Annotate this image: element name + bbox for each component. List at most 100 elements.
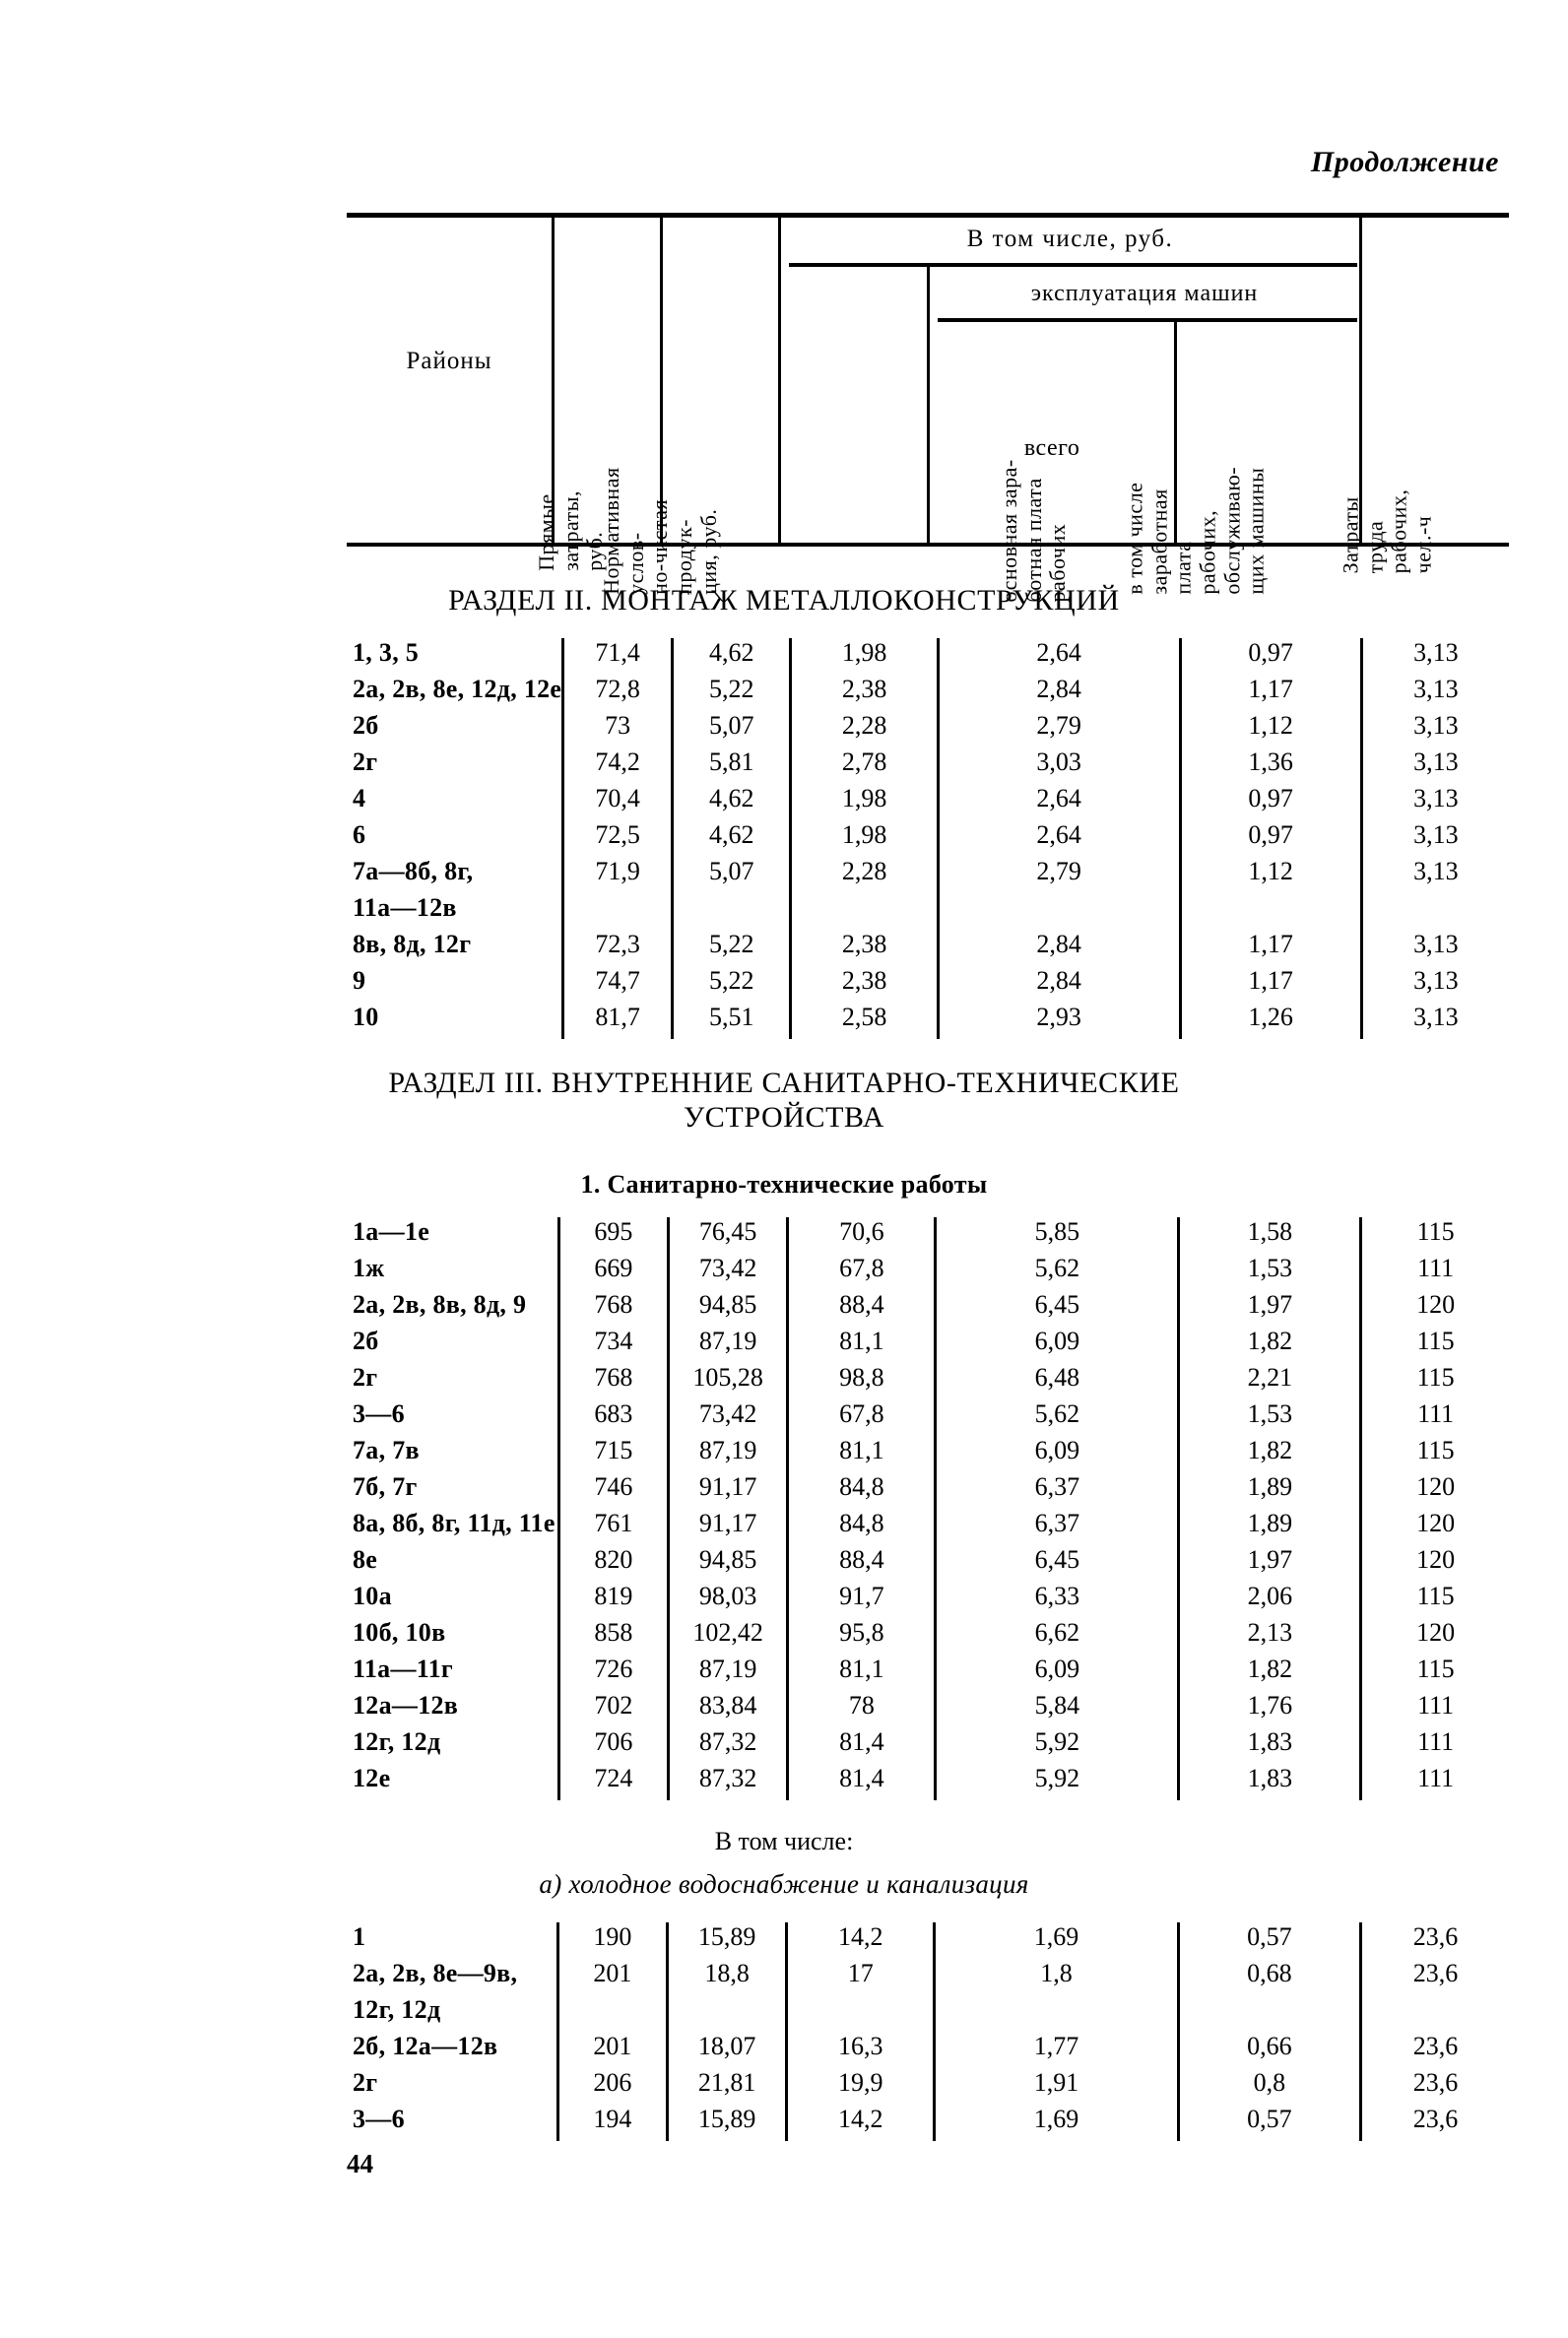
cell-direct-costs: 71,4	[561, 638, 673, 675]
cell-machine-total: 6,37	[934, 1509, 1179, 1545]
cell-basic-wages: 1,98	[789, 820, 939, 857]
header-label-machine-operation: эксплуатация машин	[1030, 281, 1259, 306]
subsection-heading-cold-water: а) холодное водоснабжение и канализация	[539, 1869, 1029, 1899]
row-label: 12г, 12д	[353, 1995, 441, 2024]
cell-machine-total	[936, 893, 1181, 930]
cell-basic-wages: 14,2	[785, 2105, 935, 2141]
cell-basic-wages: 88,4	[786, 1545, 936, 1582]
cell-normative: 18,07	[665, 2032, 787, 2068]
table-row: 10а 819 98,03 91,7 6,33 2,06 115	[347, 1582, 1509, 1618]
header-label-rayony: Районы	[406, 348, 492, 374]
row-label: 7а, 7в	[353, 1436, 420, 1464]
table-row: 12г, 12д 706 87,32 81,4 5,92 1,83 111	[347, 1727, 1509, 1764]
cell-labor-costs: 111	[1359, 1727, 1509, 1764]
cell-machine-wages: 1,89	[1177, 1472, 1361, 1509]
cell-direct-costs: 72,5	[561, 820, 673, 857]
table-row: 7а—8б, 8г, 71,9 5,07 2,28 2,79 1,12 3,13	[347, 857, 1509, 893]
cell-machine-wages: 0,68	[1176, 1959, 1361, 1995]
cell-machine-wages: 1,97	[1177, 1290, 1361, 1327]
cell-direct-costs: 201	[555, 2032, 668, 2068]
cell-machine-total: 6,09	[934, 1655, 1179, 1691]
cell-labor-costs: 23,6	[1358, 1959, 1509, 1995]
table-row: 4 70,4 4,62 1,98 2,64 0,97 3,13	[347, 784, 1509, 820]
table-row: 10б, 10в 858 102,42 95,8 6,62 2,13 120	[347, 1618, 1509, 1655]
table-row: 8в, 8д, 12г 72,3 5,22 2,38 2,84 1,17 3,13	[347, 930, 1509, 966]
cell-normative: 21,81	[665, 2068, 787, 2105]
table-header-block: Районы Прямые затраты, руб. Нормативная …	[347, 213, 1509, 603]
row-label: 2г	[353, 1363, 378, 1392]
cell-machine-wages: 1,17	[1178, 675, 1362, 711]
cell-machine-wages	[1176, 1995, 1361, 2032]
cell-direct-costs: 74,7	[561, 966, 673, 1003]
cell-normative: 5,22	[671, 930, 791, 966]
cell-machine-wages: 0,97	[1178, 638, 1362, 675]
row-label: 6	[353, 820, 366, 849]
cell-labor-costs: 23,6	[1358, 1922, 1509, 1959]
header-cell-direct-costs: Прямые затраты, руб.	[534, 218, 660, 571]
cell-basic-wages: 2,28	[789, 857, 939, 893]
cell-labor-costs: 23,6	[1358, 2032, 1509, 2068]
row-label: 10	[353, 1003, 379, 1031]
row-label: 8а, 8б, 8г, 11д, 11е	[353, 1509, 555, 1537]
cell-basic-wages: 2,28	[789, 711, 939, 747]
row-label: 2г	[353, 747, 378, 776]
cell-normative: 83,84	[666, 1691, 788, 1727]
cell-machine-wages: 1,83	[1177, 1727, 1361, 1764]
cell-machine-wages: 0,97	[1178, 820, 1362, 857]
row-label: 12а—12в	[353, 1691, 459, 1720]
cell-machine-wages: 2,21	[1177, 1363, 1361, 1399]
row-label: 1ж	[353, 1254, 385, 1282]
cell-labor-costs: 120	[1359, 1290, 1509, 1327]
row-label: 2б	[353, 1327, 379, 1355]
cell-labor-costs: 115	[1359, 1327, 1509, 1363]
cell-direct-costs: 768	[556, 1290, 669, 1327]
cell-basic-wages: 81,4	[786, 1727, 936, 1764]
table-row: 10 81,7 5,51 2,58 2,93 1,26 3,13	[347, 1003, 1509, 1039]
cell-normative: 87,19	[666, 1327, 788, 1363]
cell-labor-costs: 115	[1359, 1582, 1509, 1618]
cell-machine-total: 6,48	[934, 1363, 1179, 1399]
cell-labor-costs: 111	[1359, 1254, 1509, 1290]
cell-machine-wages: 0,97	[1178, 784, 1362, 820]
cell-labor-costs	[1359, 893, 1509, 930]
cell-labor-costs: 3,13	[1359, 747, 1509, 784]
row-label: 2а, 2в, 8е, 12д, 12е	[353, 675, 562, 703]
table-row: 3—6 683 73,42 67,8 5,62 1,53 111	[347, 1399, 1509, 1436]
cell-direct-costs: 73	[561, 711, 673, 747]
cell-normative: 4,62	[671, 820, 791, 857]
cell-labor-costs: 115	[1359, 1436, 1509, 1472]
cell-normative: 5,81	[671, 747, 791, 784]
cell-normative: 94,85	[666, 1545, 788, 1582]
cell-basic-wages: 1,98	[789, 784, 939, 820]
header-label-labor-costs: Затраты труда рабочих, чел.-ч	[1338, 488, 1435, 573]
cell-machine-total: 2,64	[936, 820, 1181, 857]
machine-subcolumns: всего в том числе заработная плата рабоч…	[930, 322, 1359, 595]
cell-basic-wages: 81,1	[786, 1436, 936, 1472]
cell-basic-wages: 14,2	[785, 1922, 935, 1959]
row-label: 10б, 10в	[353, 1618, 446, 1647]
cell-basic-wages: 81,4	[786, 1764, 936, 1800]
cell-labor-costs: 111	[1359, 1691, 1509, 1727]
row-label: 2б	[353, 711, 379, 740]
header-label-total: всего	[1023, 435, 1080, 461]
table-body-section-3: 1а—1е 695 76,45 70,6 5,85 1,58 115 1ж 669 73,42 6…	[347, 1217, 1509, 1800]
continuation-label: Продолжение	[1310, 146, 1499, 178]
cell-direct-costs	[561, 893, 673, 930]
header-cell-total: всего	[930, 322, 1174, 543]
cell-machine-wages: 1,36	[1178, 747, 1362, 784]
cell-machine-total: 1,69	[933, 1922, 1179, 1959]
cell-direct-costs: 201	[555, 1959, 668, 1995]
header-label-included: В том числе, руб.	[966, 226, 1174, 252]
table-row: 2г 768 105,28 98,8 6,48 2,21 115	[347, 1363, 1509, 1399]
cell-machine-wages: 1,83	[1177, 1764, 1361, 1800]
row-label: 8в, 8д, 12г	[353, 930, 472, 958]
cell-direct-costs: 746	[556, 1472, 669, 1509]
cell-labor-costs: 3,13	[1359, 857, 1509, 893]
cell-basic-wages: 2,38	[789, 966, 939, 1003]
table-row: 12а—12в 702 83,84 78 5,84 1,76 111	[347, 1691, 1509, 1727]
cell-machine-total: 2,79	[936, 857, 1181, 893]
cell-machine-total: 6,37	[934, 1472, 1179, 1509]
cell-normative: 5,07	[671, 711, 791, 747]
cell-machine-wages: 1,17	[1178, 930, 1362, 966]
